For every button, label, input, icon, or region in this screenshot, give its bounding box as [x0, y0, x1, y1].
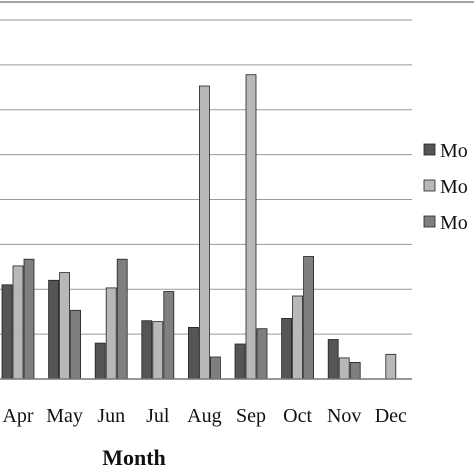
bar-jun-series-1 — [94, 342, 106, 380]
bar-aug-series-3 — [209, 356, 221, 380]
x-tick-label-oct: Oct — [283, 405, 312, 427]
bar-aug-series-1 — [187, 326, 199, 380]
bar-may-series-3 — [70, 309, 81, 380]
x-tick-label-nov: Nov — [327, 405, 361, 427]
bar-oct-series-2 — [292, 295, 304, 380]
bar-oct-series-1 — [281, 317, 293, 380]
bar-sep-series-3 — [256, 328, 268, 380]
bar-apr-series-1 — [1, 284, 13, 380]
bar-aug-series-2 — [198, 85, 210, 380]
bars — [1, 74, 397, 380]
x-tick-label-jul: Jul — [146, 405, 170, 427]
x-tick-labels: Apr May Jun Jul Aug Sep Oct Nov Dec — [2, 405, 407, 427]
legend-swatch-1 — [423, 143, 436, 156]
bar-jul-series-3 — [163, 291, 175, 380]
bar-jul-series-1 — [141, 320, 153, 380]
bar-jul-series-2 — [152, 321, 164, 380]
bar-may-series-2 — [59, 272, 70, 380]
bar-jun-series-3 — [116, 258, 128, 380]
x-tick-label-jun: Jun — [97, 405, 125, 427]
legend-label-3: Mo — [440, 212, 468, 234]
bar-sep-series-2 — [245, 74, 257, 380]
x-axis-title: Month — [102, 445, 166, 470]
bar-nov-series-1 — [327, 339, 339, 380]
legend: Mo Mo Mo — [423, 140, 468, 234]
legend-swatch-2 — [423, 179, 436, 192]
legend-label-1: Mo — [440, 140, 468, 162]
legend-swatch-3 — [423, 215, 436, 228]
bar-dec-series-2 — [385, 353, 397, 380]
bar-oct-series-3 — [303, 256, 315, 380]
bar-apr-series-2 — [12, 265, 24, 380]
x-tick-label-apr: Apr — [2, 405, 33, 427]
bar-nov-series-3 — [349, 361, 361, 380]
x-tick-label-may: May — [46, 405, 83, 427]
bar-nov-series-2 — [338, 357, 350, 380]
x-tick-label-dec: Dec — [375, 405, 407, 427]
bar-may-series-1 — [48, 279, 59, 380]
bar-sep-series-1 — [234, 343, 246, 380]
x-tick-label-sep: Sep — [236, 405, 266, 427]
bar-apr-series-3 — [23, 258, 35, 380]
x-tick-label-aug: Aug — [187, 405, 221, 427]
bar-jun-series-2 — [105, 287, 117, 380]
legend-label-2: Mo — [440, 176, 468, 198]
